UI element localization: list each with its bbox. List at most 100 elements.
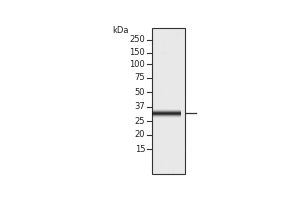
Bar — [166, 131, 169, 132]
Bar — [166, 31, 168, 33]
Bar — [159, 132, 164, 133]
Bar — [172, 90, 176, 92]
Bar — [160, 166, 164, 168]
Bar — [158, 113, 161, 116]
Bar — [160, 121, 165, 122]
Bar — [164, 99, 169, 100]
Bar — [176, 33, 178, 35]
Bar — [181, 142, 184, 143]
Bar — [172, 29, 173, 30]
Bar — [167, 112, 169, 114]
Bar — [160, 90, 162, 92]
Bar — [181, 40, 184, 41]
Bar — [162, 30, 164, 32]
Bar — [153, 78, 157, 80]
Bar — [171, 171, 172, 172]
Bar — [182, 114, 184, 116]
Bar — [163, 53, 166, 55]
Bar — [184, 63, 188, 65]
Bar — [181, 112, 186, 113]
Bar — [179, 78, 181, 79]
Bar — [160, 126, 161, 127]
Bar — [169, 163, 171, 165]
Text: 15: 15 — [135, 145, 145, 154]
Bar — [165, 43, 167, 44]
Text: 100: 100 — [130, 60, 145, 69]
Bar — [180, 104, 184, 105]
Bar — [166, 109, 168, 110]
Bar — [154, 154, 159, 157]
Bar — [157, 160, 161, 161]
Bar — [170, 105, 172, 106]
Bar — [166, 60, 169, 63]
Bar — [159, 143, 162, 144]
Bar — [168, 41, 172, 42]
Bar — [167, 53, 170, 54]
Bar — [164, 72, 165, 74]
Bar — [170, 156, 174, 158]
Text: 50: 50 — [135, 88, 145, 97]
Bar — [156, 62, 158, 63]
Bar — [154, 68, 159, 70]
Bar — [181, 105, 186, 106]
Bar — [160, 65, 161, 67]
Bar — [155, 156, 158, 157]
Bar — [177, 87, 180, 88]
Bar — [178, 129, 180, 131]
Bar — [183, 34, 187, 36]
Bar — [158, 126, 163, 127]
Bar — [183, 169, 188, 170]
Bar — [183, 82, 185, 84]
Text: 25: 25 — [135, 117, 145, 126]
Bar — [173, 111, 175, 112]
Bar — [178, 92, 181, 94]
Bar — [178, 79, 181, 81]
Bar — [182, 143, 183, 145]
Bar — [181, 32, 184, 33]
Bar — [168, 129, 171, 132]
Bar — [184, 96, 189, 98]
Bar — [165, 41, 167, 43]
Bar — [153, 161, 155, 163]
Bar — [154, 84, 155, 87]
Bar — [158, 108, 161, 110]
Bar — [182, 79, 184, 81]
Bar — [181, 55, 183, 57]
Bar — [159, 122, 162, 123]
Bar — [155, 98, 159, 100]
Bar — [182, 81, 185, 83]
Bar — [168, 145, 172, 147]
Text: kDa: kDa — [112, 26, 129, 35]
Bar — [164, 167, 169, 169]
Bar — [167, 58, 170, 60]
Bar — [155, 130, 157, 132]
Bar — [154, 52, 156, 53]
Bar — [154, 87, 158, 89]
Bar — [156, 167, 160, 168]
Bar — [182, 149, 188, 150]
Bar — [176, 47, 178, 48]
Bar — [171, 98, 174, 100]
Bar — [170, 41, 174, 43]
Bar — [178, 169, 183, 171]
Bar — [153, 69, 156, 71]
Bar — [165, 111, 169, 114]
Bar — [161, 107, 163, 109]
Bar — [169, 112, 172, 113]
Bar — [181, 97, 182, 99]
Bar — [169, 92, 174, 94]
Bar — [160, 125, 163, 126]
Bar — [169, 122, 173, 123]
Bar — [181, 66, 182, 69]
Bar — [182, 82, 183, 85]
Bar — [176, 107, 180, 109]
Bar — [170, 97, 174, 100]
Bar — [168, 100, 169, 101]
Bar — [152, 45, 155, 47]
Bar — [161, 161, 162, 162]
Bar — [171, 134, 175, 135]
Bar — [167, 60, 170, 62]
Bar — [162, 171, 164, 172]
Text: 250: 250 — [130, 35, 145, 44]
Bar — [168, 112, 173, 113]
